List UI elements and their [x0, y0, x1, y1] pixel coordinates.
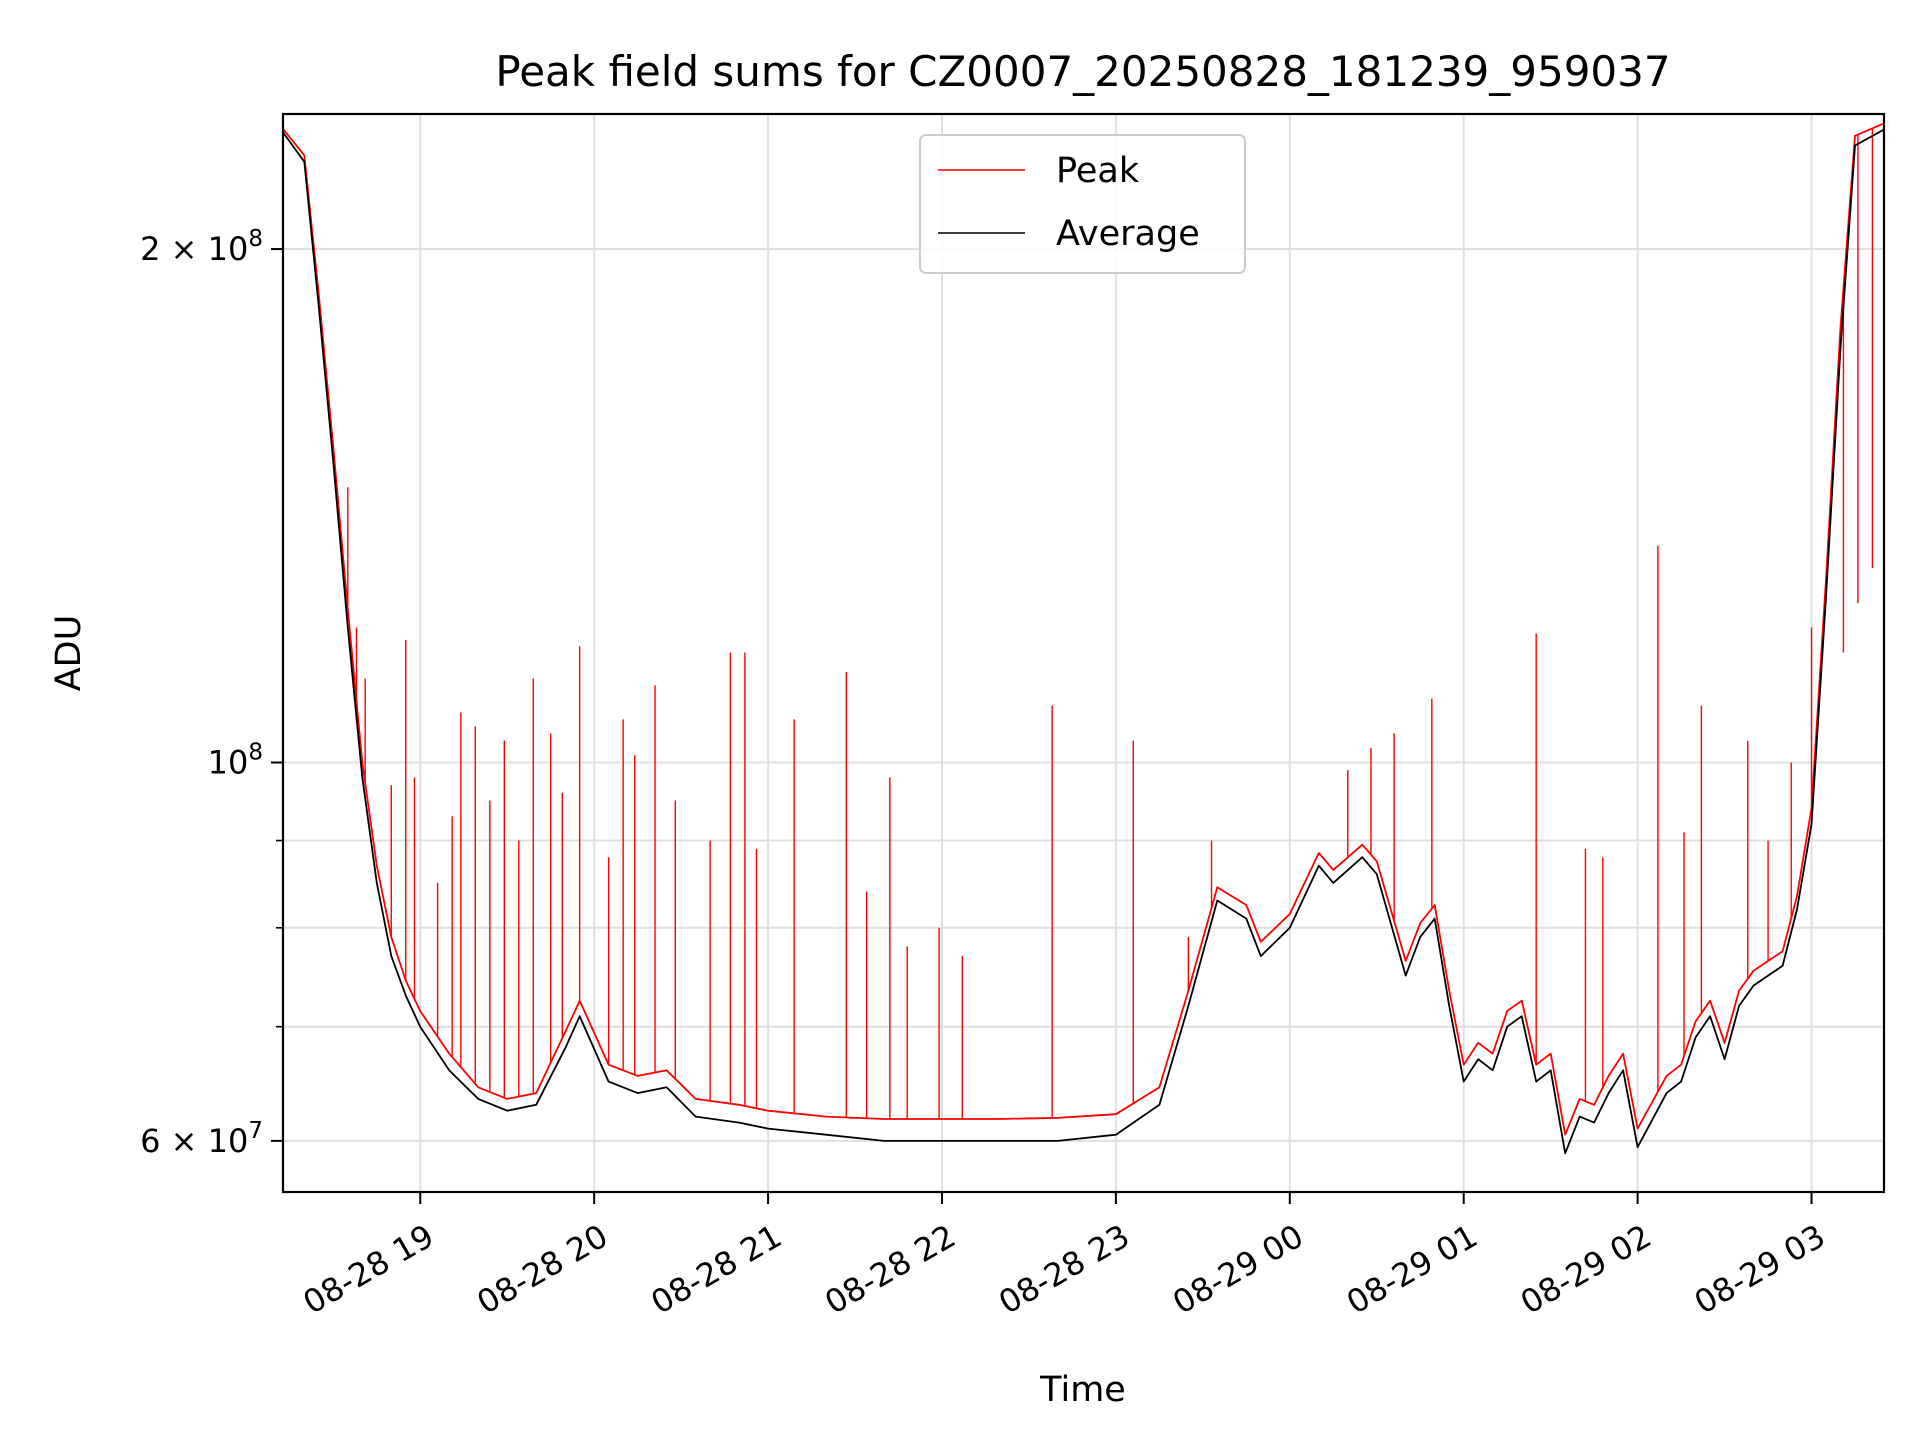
x-tick-label: 08-29 02 [1514, 1217, 1658, 1322]
legend-label-average: Average [1056, 214, 1200, 254]
legend-label-peak: Peak [1056, 151, 1140, 191]
x-tick-label: 08-29 00 [1166, 1217, 1310, 1322]
y-tick-label: 108 [208, 740, 263, 782]
x-tick-label: 08-28 22 [818, 1217, 962, 1322]
axes-frame [281, 112, 1886, 1194]
y-tick-label: 6 × 107 [140, 1118, 263, 1160]
y-axis-label: ADU [49, 615, 89, 692]
chart-title: Peak field sums for CZ0007_20250828_1812… [495, 47, 1670, 96]
y-axis: 6 × 107 108 2 × 108 [140, 226, 283, 1160]
x-tick-label: 08-28 19 [297, 1217, 441, 1322]
x-tick-label: 08-29 01 [1340, 1217, 1484, 1322]
x-tick-label: 08-28 23 [992, 1217, 1136, 1322]
y-tick-label: 2 × 108 [140, 226, 263, 268]
x-axis: 08-28 19 08-28 20 08-28 21 08-28 22 08-28 23… [297, 1192, 1832, 1322]
x-tick-label: 08-28 21 [644, 1217, 788, 1322]
x-tick-label: 08-29 03 [1688, 1217, 1832, 1322]
x-axis-label: Time [1039, 1370, 1126, 1410]
x-tick-label: 08-28 20 [471, 1217, 615, 1322]
series-line-average [283, 128, 1884, 1155]
plot-area [283, 122, 1884, 1155]
series-line-peak [283, 122, 1884, 1136]
legend: Peak Average [919, 134, 1246, 274]
grid-lines [283, 114, 1884, 1192]
